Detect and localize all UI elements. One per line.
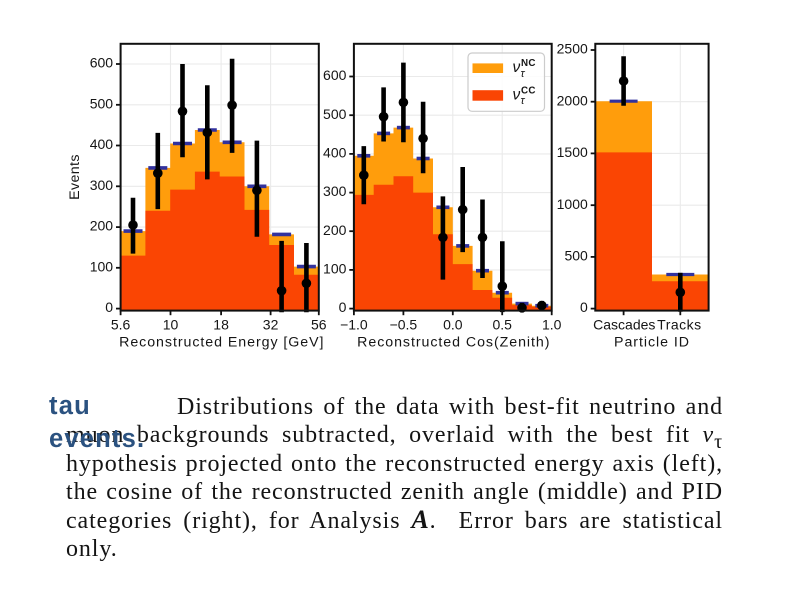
svg-text:5.6: 5.6 <box>111 317 131 333</box>
svg-text:Tracks: Tracks <box>657 317 701 333</box>
svg-text:56: 56 <box>311 317 327 333</box>
svg-text:200: 200 <box>323 222 347 238</box>
svg-text:500: 500 <box>564 248 588 264</box>
svg-text:0: 0 <box>105 299 113 315</box>
svg-text:10: 10 <box>163 317 179 333</box>
svg-text:300: 300 <box>90 177 114 193</box>
svg-text:NC: NC <box>521 58 536 69</box>
svg-text:32: 32 <box>263 317 279 333</box>
svg-text:Events: Events <box>67 154 83 200</box>
svg-text:500: 500 <box>90 95 114 111</box>
svg-text:−0.5: −0.5 <box>390 317 418 333</box>
svg-text:2000: 2000 <box>557 92 588 108</box>
svg-text:ν: ν <box>513 59 521 76</box>
svg-text:100: 100 <box>323 261 347 277</box>
svg-text:0.5: 0.5 <box>492 317 512 333</box>
svg-text:400: 400 <box>90 136 114 152</box>
svg-text:2500: 2500 <box>557 41 588 57</box>
svg-text:600: 600 <box>323 67 347 83</box>
svg-text:ν: ν <box>513 87 521 104</box>
svg-text:1500: 1500 <box>557 144 588 160</box>
svg-text:τ: τ <box>521 95 526 107</box>
svg-text:1.0: 1.0 <box>542 317 562 333</box>
svg-text:300: 300 <box>323 183 347 199</box>
svg-text:Particle ID: Particle ID <box>614 335 690 351</box>
svg-text:−1.0: −1.0 <box>340 317 368 333</box>
svg-text:Cascades: Cascades <box>593 317 655 333</box>
svg-text:Reconstructed Energy [GeV]: Reconstructed Energy [GeV] <box>119 335 324 351</box>
svg-text:CC: CC <box>521 85 536 96</box>
svg-text:200: 200 <box>90 218 114 234</box>
svg-text:0.0: 0.0 <box>443 317 463 333</box>
svg-text:1000: 1000 <box>557 196 588 212</box>
svg-text:18: 18 <box>213 317 229 333</box>
svg-text:600: 600 <box>90 55 114 71</box>
svg-text:400: 400 <box>323 145 347 161</box>
svg-text:0: 0 <box>580 299 588 315</box>
svg-text:0: 0 <box>339 299 347 315</box>
svg-text:Reconstructed Cos(Zenith): Reconstructed Cos(Zenith) <box>357 335 550 351</box>
svg-text:500: 500 <box>323 106 347 122</box>
svg-text:100: 100 <box>90 258 114 274</box>
svg-text:τ: τ <box>521 68 526 80</box>
